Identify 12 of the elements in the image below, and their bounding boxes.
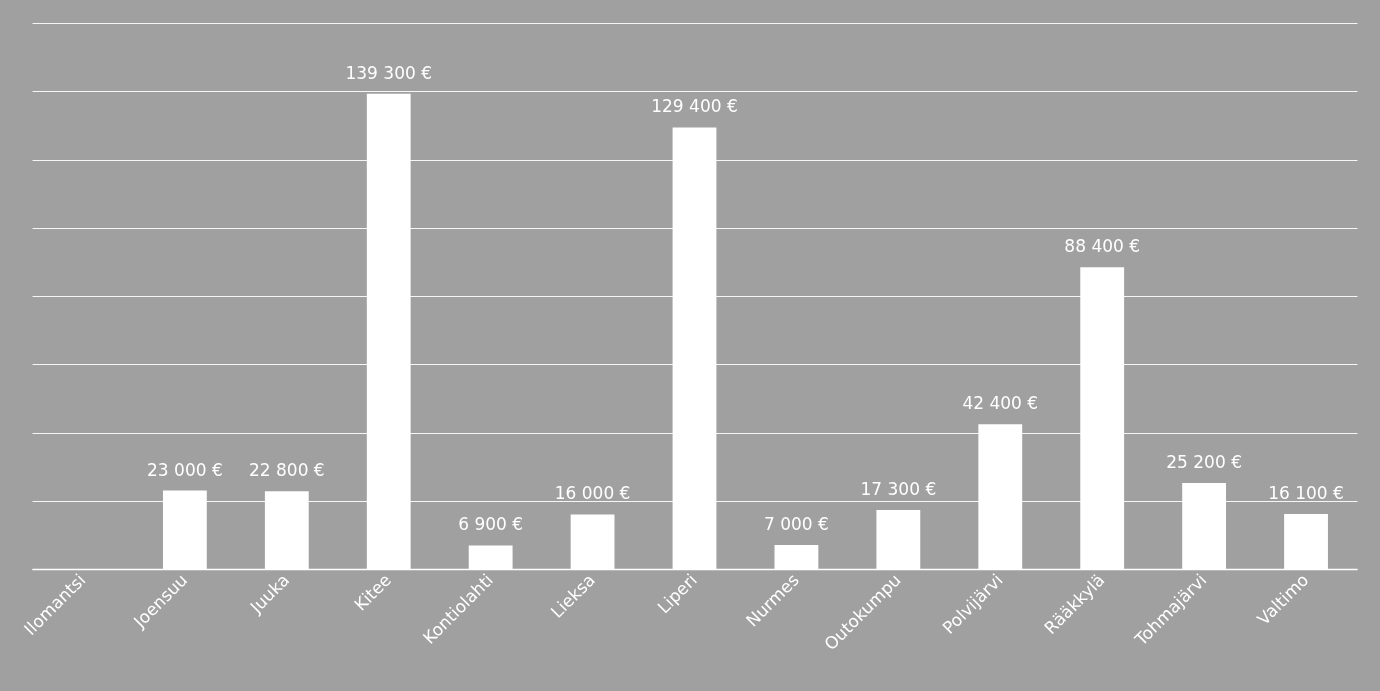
data-label: 16 100 € [1268, 483, 1344, 504]
data-label: 22 800 € [248, 460, 325, 481]
data-label: 25 200 € [1166, 452, 1242, 473]
data-label: 42 400 € [962, 393, 1039, 414]
data-label: 139 300 € [345, 62, 432, 83]
data-label: 6 900 € [458, 514, 524, 535]
data-label: 129 400 € [651, 96, 738, 117]
data-label: 17 300 € [860, 478, 937, 499]
data-label: 23 000 € [147, 459, 223, 480]
data-label: 88 400 € [1064, 236, 1141, 257]
data-label: 16 000 € [554, 483, 631, 504]
data-label: 7 000 € [763, 514, 829, 535]
